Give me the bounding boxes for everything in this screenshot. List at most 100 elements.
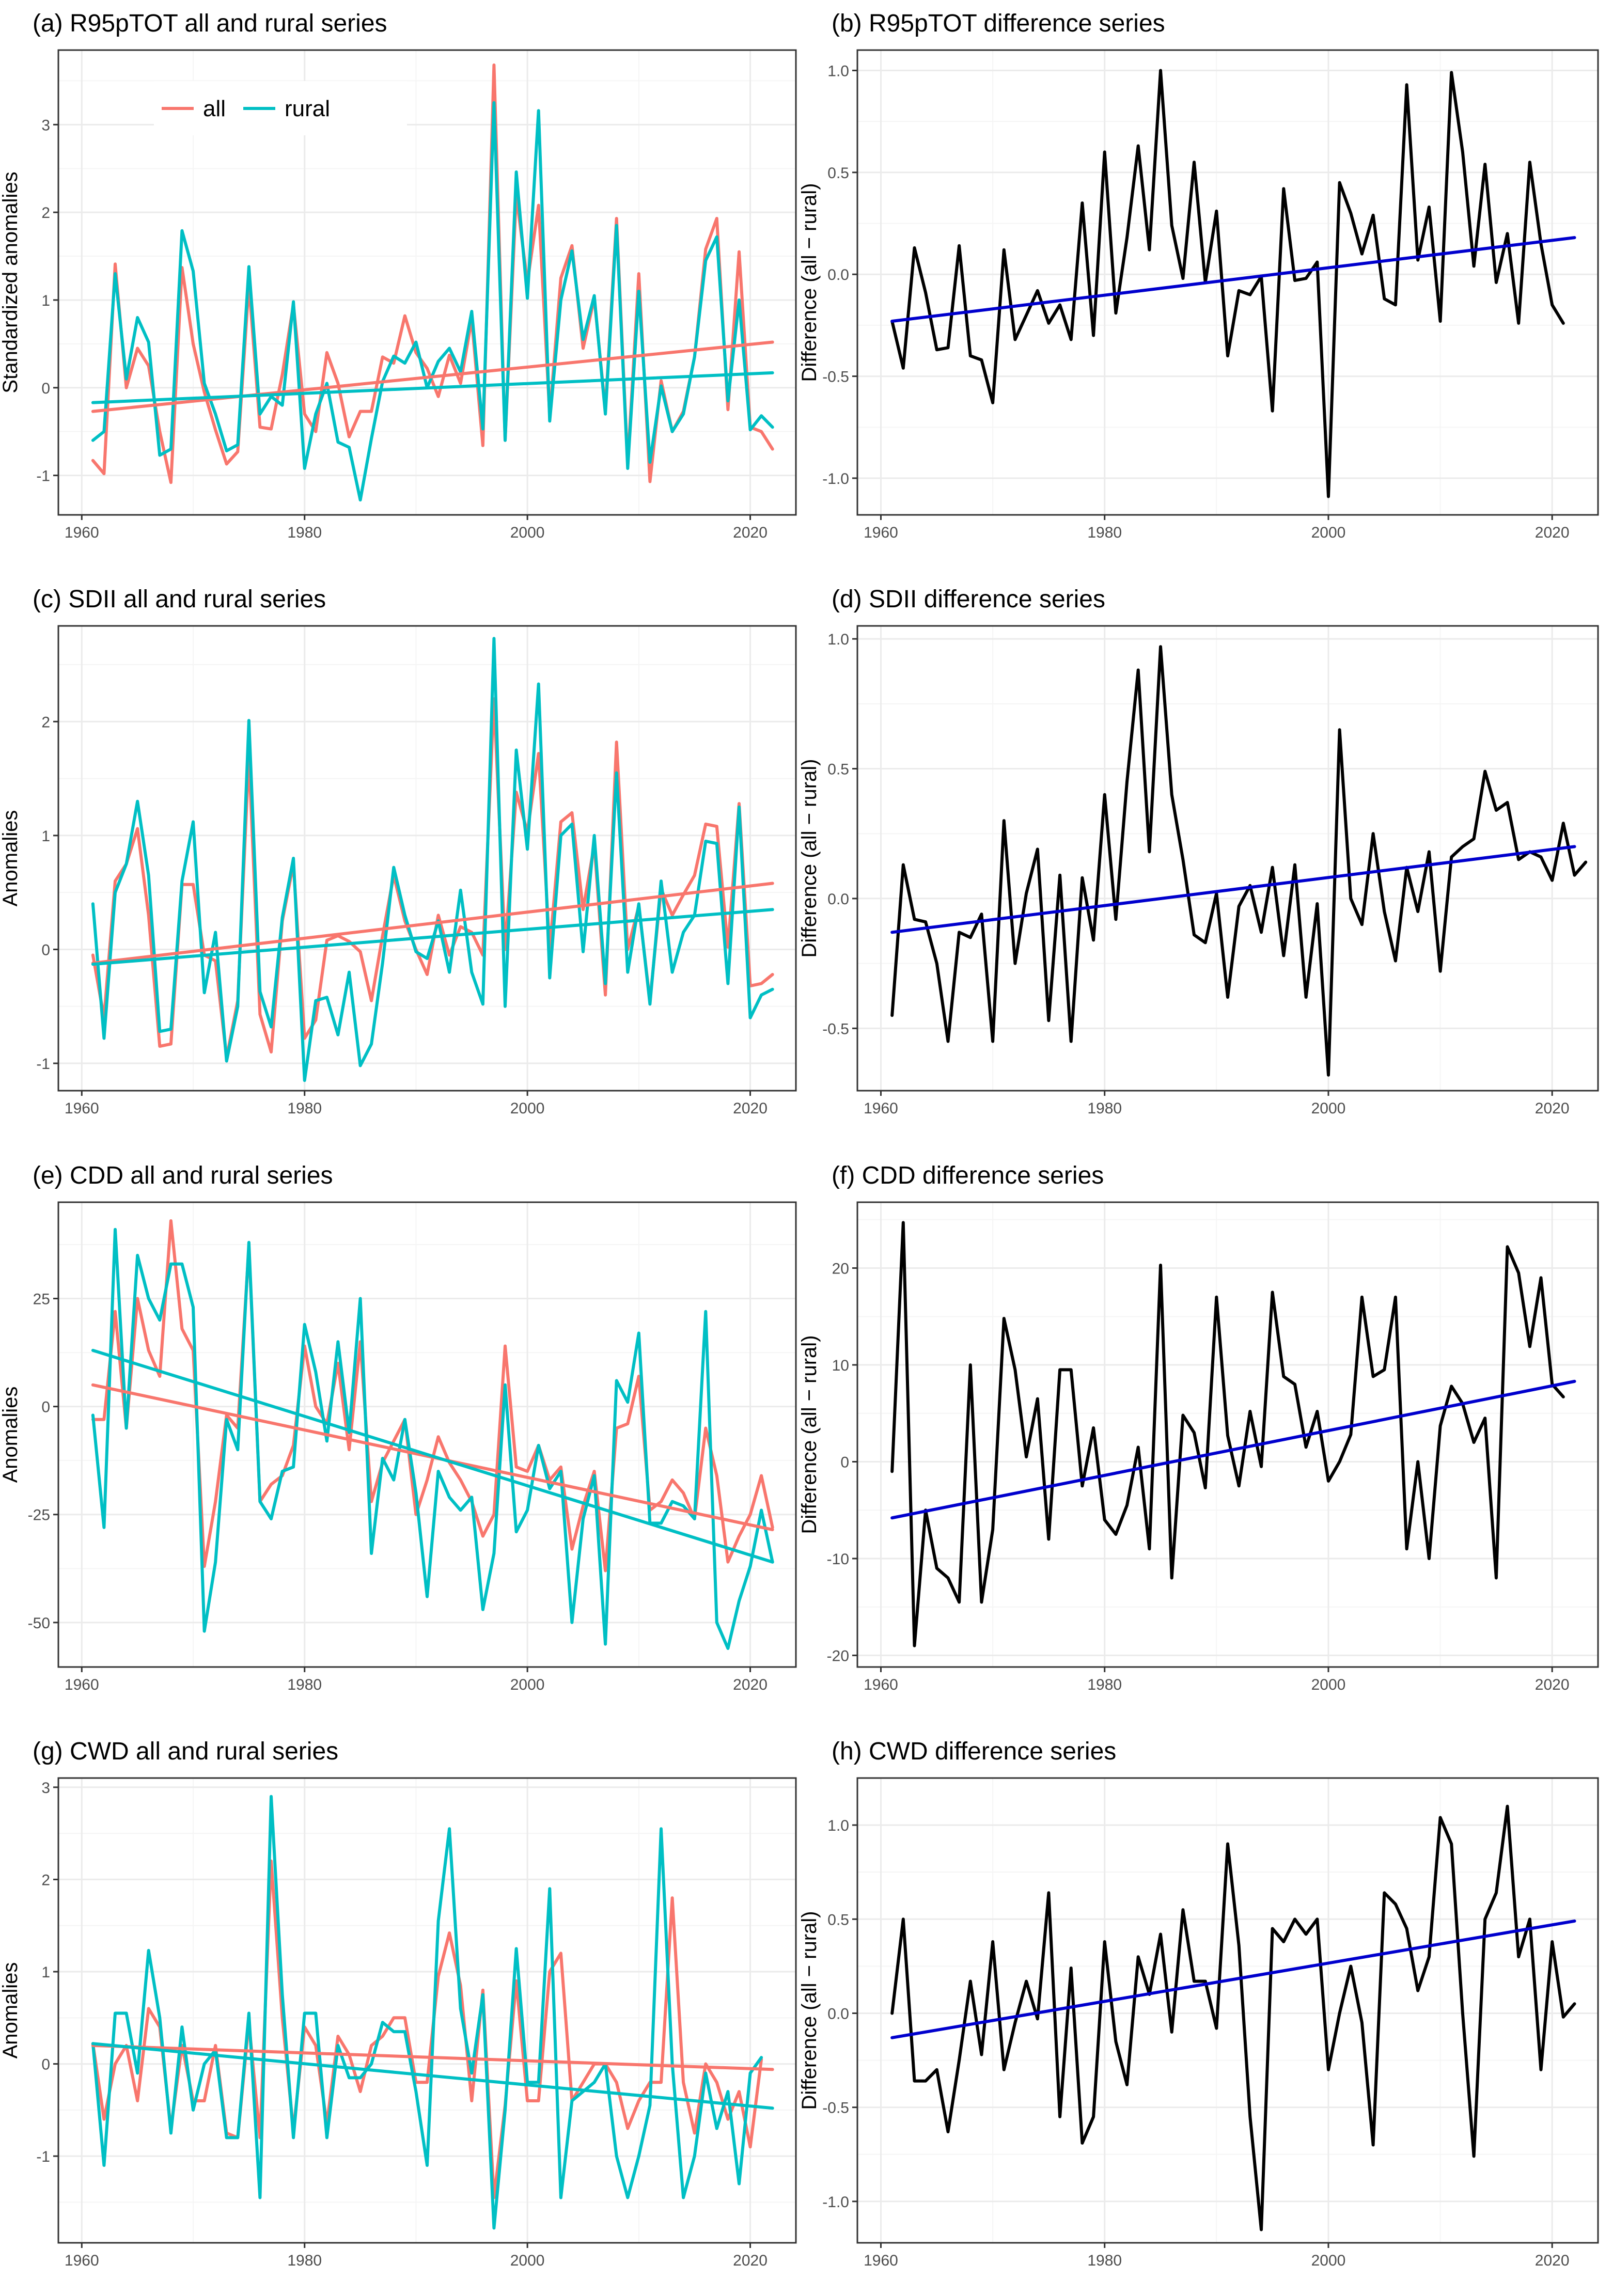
trend-line-all [91,340,774,413]
series-line-rural [91,1795,763,2230]
y-tick-label: -10 [827,1551,849,1568]
panel-g-background [58,1778,796,2243]
panel-g-title: (g) CWD all and rural series [33,1738,338,1765]
panel-b: 1960 1980 2000 2020 -1.0 -0.5 0.0 0.5 1.0 (b) R95… [798,10,1599,541]
panel-b-title: (b) R95pTOT difference series [832,10,1165,37]
y-tick-label: 1 [41,1964,50,1981]
y-tick-label: 25 [33,1291,50,1308]
x-tick-label: 1960 [65,524,99,541]
y-tick-label: -0.5 [822,1020,849,1037]
x-tick-label: 1980 [1087,524,1122,541]
trend-line-trend [890,1919,1576,2039]
x-tick-label: 2020 [1535,2252,1570,2269]
panel-e-ylabel: Anomalies [0,1387,22,1483]
x-tick-label: 1960 [864,1676,898,1693]
panel-d: 1960 1980 2000 2020 -0.5 0.0 0.5 1.0 (d) SDII di… [798,586,1599,1117]
y-tick-label: 1.0 [827,631,849,648]
y-tick-label: 2 [41,1872,50,1889]
panel-d-ylabel: Difference (all − rural) [798,759,821,958]
y-tick-label: -25 [28,1507,50,1524]
trend-line-trend [890,845,1576,934]
panel-a-title: (a) R95pTOT all and rural series [33,10,387,37]
panel-a-ylabel: Standardized anomalies [0,171,22,393]
y-tick-label: -0.5 [822,2100,849,2117]
x-tick-label: 2020 [733,524,768,541]
trend-line-trend [890,236,1576,323]
y-tick-label: 0 [41,941,50,958]
series-line-rural [91,637,774,1082]
trend-line-rural [91,371,774,404]
panel-f-grid [857,1202,1598,1667]
panel-f-ylabel: Difference (all − rural) [798,1335,821,1534]
y-tick-label: 0 [41,380,50,397]
y-tick-label: 0 [840,1454,849,1471]
x-tick-label: 1960 [864,2252,898,2269]
y-tick-label: 0 [41,2056,50,2073]
y-tick-label: 0.0 [827,266,849,284]
y-tick-label: 0 [41,1399,50,1416]
trend-line-trend [890,1379,1576,1520]
x-tick-label: 1980 [1087,1676,1122,1693]
y-tick-label: -1.0 [822,2194,849,2211]
x-tick-label: 1960 [864,1100,898,1117]
y-tick-label: -1 [36,1056,50,1073]
x-tick-label: 2020 [1535,1100,1570,1117]
x-tick-label: 2020 [1535,1676,1570,1693]
y-tick-label: 1.0 [827,1817,849,1834]
panel-h-grid [857,1778,1598,2243]
panel-c-grid [58,626,796,1091]
x-tick-label: 1980 [287,1676,322,1693]
panel-h-ylabel: Difference (all − rural) [798,1911,821,2110]
y-tick-label: 10 [832,1357,849,1374]
y-tick-label: -1.0 [822,470,849,487]
x-tick-label: 1960 [65,1676,99,1693]
panel-c-frame [57,625,797,1092]
x-tick-label: 2000 [510,2252,545,2269]
panel-f-title: (f) CDD difference series [832,1162,1104,1189]
trend-line-all [91,882,774,965]
panel-d-frame [856,625,1599,1092]
panel-g-grid [58,1778,796,2243]
panel-h-title: (h) CWD difference series [832,1738,1116,1765]
x-tick-label: 1980 [287,2252,322,2269]
panel-b-frame [856,49,1599,516]
panel-a-frame [57,49,797,516]
x-tick-label: 2000 [1311,1676,1346,1693]
y-tick-label: 1 [41,828,50,845]
y-tick-label: 2 [41,205,50,222]
panel-b-background [857,50,1598,515]
x-tick-label: 2000 [1311,2252,1346,2269]
trend-line-all [91,2043,774,2071]
y-tick-label: 20 [832,1261,849,1278]
y-tick-label: 0.5 [827,761,849,778]
y-tick-label: 0.0 [827,2005,849,2022]
y-tick-label: -1 [36,468,50,485]
panel-e: 1960 1980 2000 2020 -50 -25 0 25 (e) CDD all and… [0,1162,797,1693]
legend-label-rural: rural [285,96,330,121]
legend-box [154,81,407,135]
x-tick-label: 1980 [1087,1100,1122,1117]
panel-c-ylabel: Anomalies [0,810,22,907]
x-tick-label: 2020 [1535,524,1570,541]
x-tick-label: 1980 [287,524,322,541]
panel-d-title: (d) SDII difference series [832,586,1105,613]
y-tick-label: 0.5 [827,1911,849,1928]
legend-label-all: all [203,96,226,121]
panel-b-ylabel: Difference (all − rural) [798,183,821,382]
y-tick-label: 3 [41,1780,50,1797]
y-tick-label: 0.0 [827,891,849,908]
y-tick-label: -1 [36,2148,50,2165]
x-tick-label: 2020 [733,1100,768,1117]
series-line-diff [890,1221,1565,1647]
trend-line-rural [91,908,774,966]
x-tick-label: 1960 [864,524,898,541]
x-tick-label: 2020 [733,1676,768,1693]
series-line-rural [91,101,774,502]
x-tick-label: 2000 [510,1676,545,1693]
x-tick-label: 1980 [287,1100,322,1117]
panel-e-grid [58,1202,796,1667]
panel-g: 1960 1980 2000 2020 -1 0 1 2 3 (g) CWD all and ru… [0,1738,797,2269]
y-tick-label: 1 [41,292,50,309]
